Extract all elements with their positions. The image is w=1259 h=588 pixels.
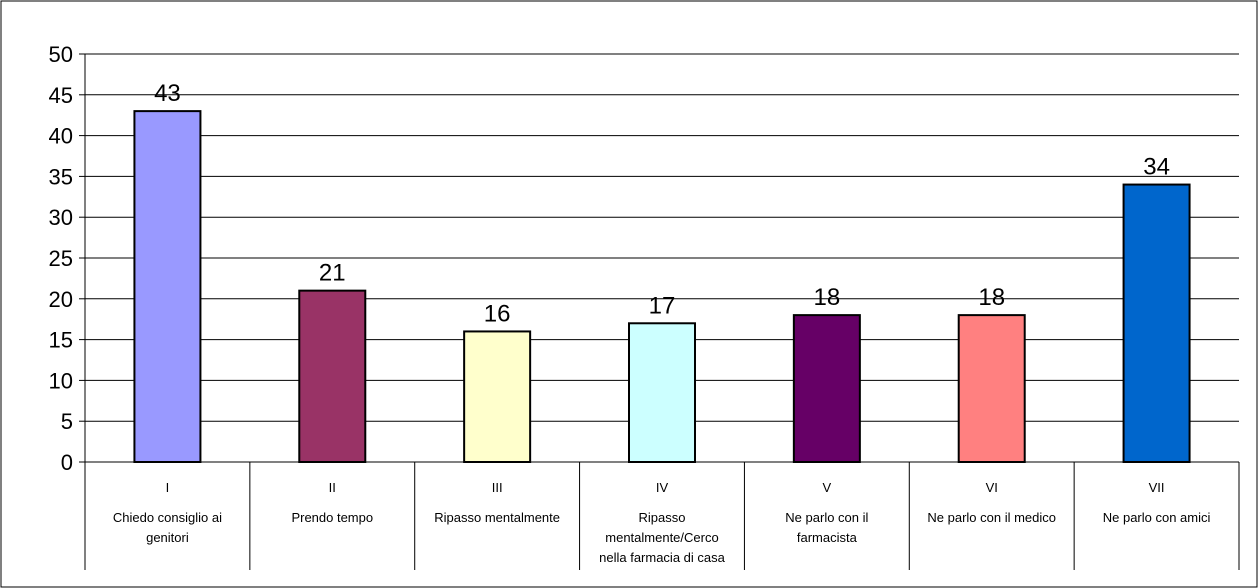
x-tick-label-VII: VII xyxy=(1149,480,1165,495)
bar-II xyxy=(298,289,367,464)
bar-I xyxy=(133,110,202,464)
y-tick-label-45: 45 xyxy=(49,83,73,108)
data-label-VI: 18 xyxy=(978,284,1005,311)
y-tick-label-5: 5 xyxy=(61,409,73,434)
category-description-IV-line-2: mentalmente/Cerco xyxy=(605,530,718,545)
data-label-III: 16 xyxy=(484,300,511,327)
bar-V xyxy=(792,314,861,463)
x-tick-label-V: V xyxy=(823,480,832,495)
category-description-I-line-1: Chiedo consiglio ai xyxy=(113,510,222,525)
category-description-V-line-1: Ne parlo con il xyxy=(785,510,868,525)
category-description-IV-line-1: Ripasso xyxy=(639,510,686,525)
data-label-I: 43 xyxy=(154,80,181,107)
data-label-V: 18 xyxy=(814,284,841,311)
x-tick-label-III: III xyxy=(492,480,503,495)
x-tick-label-I: I xyxy=(166,480,170,495)
category-description-VII-line-1: Ne parlo con amici xyxy=(1103,510,1211,525)
bar-VI xyxy=(957,314,1026,463)
bar-IV xyxy=(628,322,696,463)
y-tick-label-0: 0 xyxy=(61,450,73,475)
y-tick-label-15: 15 xyxy=(49,328,73,353)
y-tick-label-35: 35 xyxy=(49,164,73,189)
labels: 0 5 10 15 20 25 30 35 40 45 50 43 I Chiedo consiglio … xyxy=(49,42,1211,565)
data-label-VII: 34 xyxy=(1143,154,1170,181)
y-tick-label-50: 50 xyxy=(49,42,73,67)
x-tick-label-II: II xyxy=(329,480,336,495)
data-label-IV: 17 xyxy=(649,292,676,319)
y-tick-label-30: 30 xyxy=(49,205,73,230)
gridlines xyxy=(85,53,1239,422)
bar-VII xyxy=(1122,183,1191,463)
category-description-II-line-1: Prendo tempo xyxy=(291,510,373,525)
y-tick-label-10: 10 xyxy=(49,368,73,393)
x-tick-label-VI: VI xyxy=(986,480,998,495)
y-tick-label-20: 20 xyxy=(49,287,73,312)
category-description-I-line-2: genitori xyxy=(146,530,189,545)
y-tick-label-25: 25 xyxy=(49,246,73,271)
category-description-III-line-1: Ripasso mentalmente xyxy=(434,510,560,525)
category-description-IV-line-3: nella farmacia di casa xyxy=(599,550,725,565)
x-tick-label-IV: IV xyxy=(656,480,669,495)
axes xyxy=(79,53,1240,570)
y-tick-label-40: 40 xyxy=(49,124,73,149)
category-description-VI-line-1: Ne parlo con il medico xyxy=(927,510,1056,525)
category-description-V-line-2: farmacista xyxy=(797,530,858,545)
data-label-II: 21 xyxy=(319,260,346,287)
bar-III xyxy=(463,330,532,463)
